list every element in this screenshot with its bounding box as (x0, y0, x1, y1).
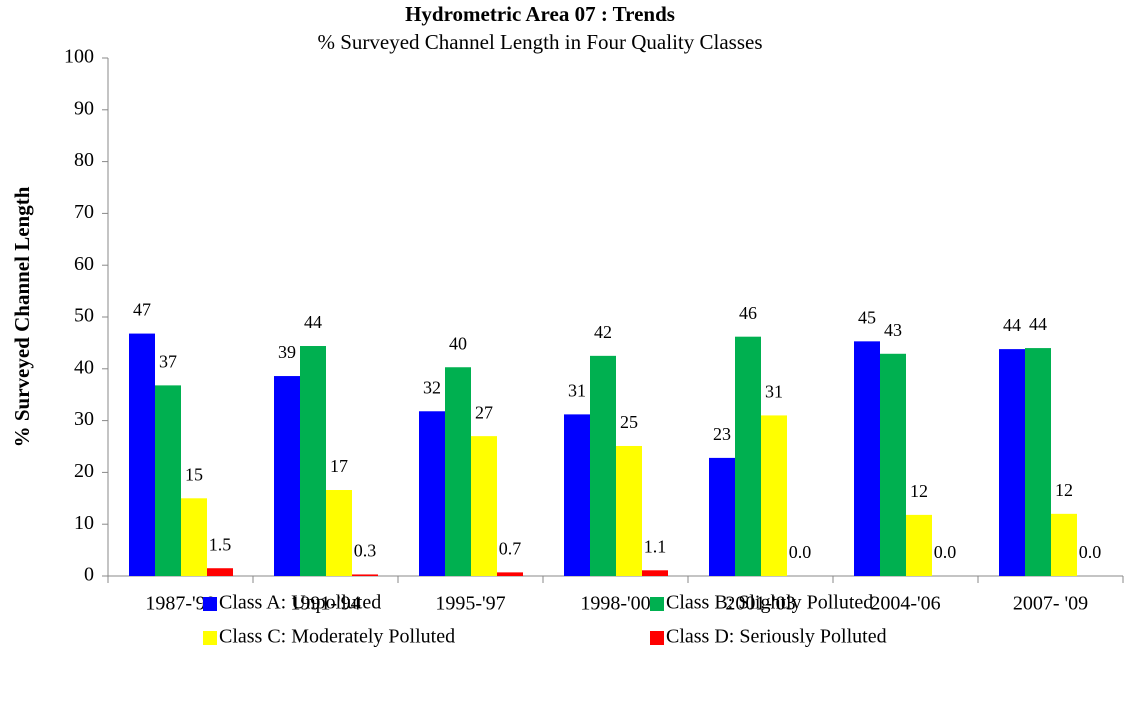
bar (880, 353, 906, 576)
data-label: 0.7 (499, 538, 522, 558)
data-label: 47 (133, 300, 151, 320)
bar (419, 411, 445, 576)
bar (590, 355, 616, 576)
chart-title: Hydrometric Area 07 : Trends (405, 2, 675, 26)
y-axis-title: % Surveyed Channel Length (10, 186, 34, 447)
bar (735, 336, 761, 576)
legend-label: Class C: Moderately Polluted (219, 626, 455, 648)
data-label: 45 (858, 307, 876, 327)
data-label: 39 (278, 342, 296, 362)
bar (906, 514, 932, 576)
data-label: 44 (1029, 314, 1047, 334)
bar (709, 457, 735, 576)
bar (497, 572, 523, 576)
x-tick-label: 2004-'06 (870, 593, 940, 615)
data-label: 42 (594, 322, 612, 342)
x-tick-label: 2007- '09 (1013, 593, 1088, 615)
data-label: 12 (910, 481, 928, 501)
data-label: 0.0 (934, 542, 957, 562)
data-label: 27 (475, 402, 493, 422)
y-tick-label: 70 (74, 201, 94, 223)
bar (471, 436, 497, 576)
y-tick-label: 90 (74, 97, 94, 119)
data-label: 1.1 (644, 536, 667, 556)
bar (181, 498, 207, 576)
data-label: 0.0 (789, 542, 812, 562)
bar (300, 346, 326, 576)
bar (642, 570, 668, 576)
data-label: 1.5 (209, 534, 232, 554)
data-label: 43 (884, 320, 902, 340)
data-label: 32 (423, 377, 441, 397)
x-tick-label: 1998-'00 (580, 593, 650, 615)
data-label: 25 (620, 412, 638, 432)
bar (564, 414, 590, 576)
bar (155, 385, 181, 576)
data-label: 31 (568, 381, 586, 401)
legend-swatch (203, 597, 217, 611)
legend-label: Class A: Unpolluted (219, 592, 381, 614)
bar (1025, 348, 1051, 576)
x-tick-label: 1987-'90 (145, 593, 215, 615)
chart-subtitle: % Surveyed Channel Length in Four Qualit… (317, 30, 762, 54)
y-tick-label: 100 (64, 46, 94, 68)
bar (352, 574, 378, 576)
legend-label: Class B: Slightly Polluted (666, 592, 873, 614)
y-tick-label: 30 (74, 408, 94, 430)
data-label: 46 (739, 303, 757, 323)
x-tick-label: 1991-'94 (290, 593, 360, 615)
y-tick-label: 50 (74, 305, 94, 327)
y-tick-label: 20 (74, 460, 94, 482)
legend-swatch (203, 631, 217, 645)
legend-label: Class D: Seriously Polluted (666, 626, 887, 648)
y-tick-label: 80 (74, 149, 94, 171)
data-label: 44 (1003, 315, 1021, 335)
y-tick-label: 40 (74, 356, 94, 378)
bar (1051, 513, 1077, 576)
bar (999, 349, 1025, 576)
bar (616, 445, 642, 576)
y-tick-label: 0 (84, 564, 94, 586)
bar (274, 376, 300, 576)
bar (854, 341, 880, 576)
data-label: 37 (159, 352, 177, 372)
x-tick-label: 2001-'03 (725, 593, 795, 615)
data-label: 17 (330, 456, 348, 476)
legend-swatch (650, 597, 664, 611)
bar (326, 490, 352, 576)
legend-swatch (650, 631, 664, 645)
data-label: 31 (765, 382, 783, 402)
data-label: 12 (1055, 480, 1073, 500)
y-tick-label: 60 (74, 253, 94, 275)
bar (207, 568, 233, 576)
bar (445, 367, 471, 576)
data-label: 0.0 (1079, 542, 1102, 562)
data-label: 0.3 (354, 541, 377, 561)
y-tick-label: 10 (74, 512, 94, 534)
data-label: 23 (713, 424, 731, 444)
data-label: 40 (449, 333, 467, 353)
data-label: 15 (185, 464, 203, 484)
data-label: 44 (304, 312, 322, 332)
bar (129, 333, 155, 576)
x-tick-label: 1995-'97 (435, 593, 505, 615)
bar (761, 415, 787, 576)
